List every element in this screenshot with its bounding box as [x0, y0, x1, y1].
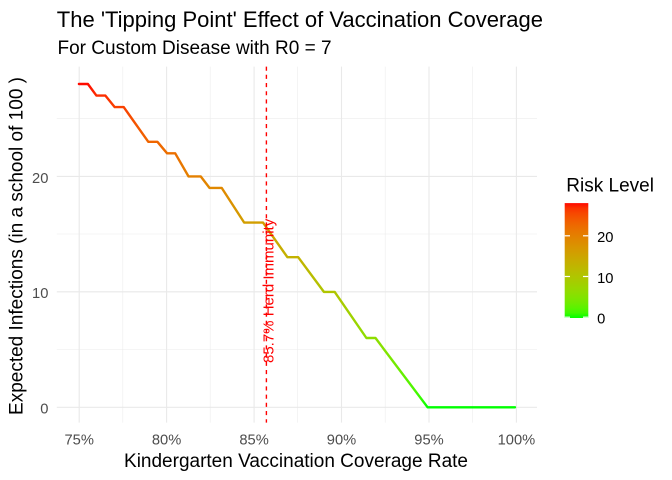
svg-text:90%: 90%: [327, 433, 356, 449]
svg-text:75%: 75%: [64, 433, 93, 449]
svg-text:20: 20: [597, 230, 613, 246]
svg-text:0: 0: [597, 312, 605, 328]
svg-text:For Custom Disease with R0 = 7: For Custom Disease with R0 = 7: [58, 38, 332, 59]
svg-text:10: 10: [597, 271, 613, 287]
svg-text:Kindergarten Vaccination Cover: Kindergarten Vaccination Coverage Rate: [124, 451, 468, 472]
svg-text:85%: 85%: [239, 433, 268, 449]
svg-text:80%: 80%: [152, 433, 181, 449]
svg-text:95%: 95%: [414, 433, 443, 449]
svg-text:10: 10: [32, 286, 48, 302]
svg-text:100%: 100%: [498, 433, 536, 449]
svg-text:20: 20: [32, 171, 48, 187]
svg-text:85.7% Herd Immunity: 85.7% Herd Immunity: [260, 218, 277, 363]
svg-text:Expected Infections (in a scho: Expected Infections (in a school of 100 …: [6, 77, 27, 415]
svg-text:The 'Tipping Point' Effect of: The 'Tipping Point' Effect of Vaccinatio…: [57, 7, 543, 32]
svg-text:0: 0: [40, 402, 48, 418]
svg-text:Risk Level: Risk Level: [566, 175, 654, 196]
